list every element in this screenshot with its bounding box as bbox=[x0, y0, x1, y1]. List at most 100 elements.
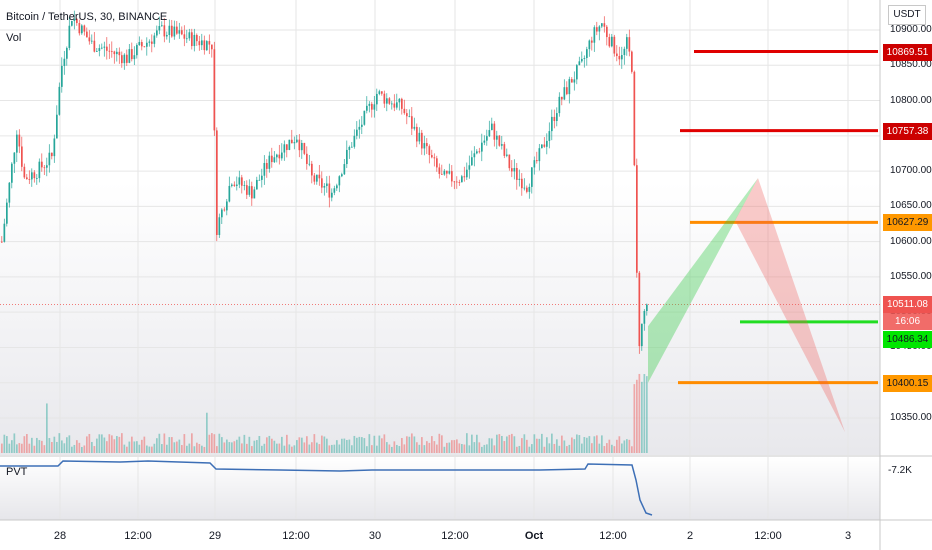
volume-bar bbox=[458, 443, 461, 453]
volume-bar bbox=[256, 440, 258, 453]
price-pane[interactable] bbox=[0, 0, 880, 455]
candle-body bbox=[178, 30, 181, 34]
candle-body bbox=[538, 148, 541, 162]
volume-bar bbox=[163, 433, 166, 453]
candle-body bbox=[18, 134, 21, 147]
volume-bar bbox=[508, 434, 511, 453]
pvt-pane[interactable] bbox=[0, 457, 880, 520]
volume-bar bbox=[36, 437, 38, 453]
volume-bar bbox=[268, 435, 271, 453]
candle-body bbox=[458, 182, 461, 183]
candle-body bbox=[638, 272, 641, 347]
volume-bar bbox=[496, 434, 498, 453]
candle-body bbox=[71, 21, 73, 26]
pvt-line bbox=[0, 460, 653, 516]
price-tag: 10869.51 bbox=[883, 43, 932, 61]
candle-body bbox=[556, 113, 558, 122]
volume-bar bbox=[343, 438, 346, 453]
candle-body bbox=[321, 178, 323, 188]
volume-bar bbox=[421, 437, 423, 453]
candle-body bbox=[116, 51, 118, 55]
candle-body bbox=[126, 54, 128, 63]
volume-bar bbox=[561, 435, 563, 453]
volume-bar bbox=[541, 433, 543, 453]
volume-bar bbox=[403, 444, 406, 453]
candle-body bbox=[281, 152, 283, 159]
candle-body bbox=[561, 96, 563, 100]
volume-bar bbox=[23, 436, 26, 453]
candle-body bbox=[486, 136, 488, 141]
volume-bar bbox=[383, 434, 386, 453]
volume-bar bbox=[141, 439, 143, 453]
candle-body bbox=[68, 25, 71, 48]
candle-body bbox=[138, 42, 141, 46]
candle-body bbox=[346, 149, 348, 165]
candle-body bbox=[528, 186, 531, 192]
candle-body bbox=[576, 65, 578, 80]
candle-body bbox=[643, 310, 646, 324]
volume-bar bbox=[71, 446, 73, 453]
candle-body bbox=[581, 58, 583, 62]
volume-bar bbox=[518, 445, 521, 453]
candle-body bbox=[233, 184, 236, 186]
candle-body bbox=[443, 170, 446, 175]
candle-body bbox=[216, 130, 218, 235]
candle-body bbox=[41, 161, 43, 168]
volume-bar bbox=[593, 436, 596, 453]
volume-bar bbox=[351, 445, 353, 453]
volume-bar bbox=[8, 443, 11, 453]
volume-bar bbox=[401, 438, 403, 453]
price-tag: 10400.15 bbox=[883, 374, 932, 392]
volume-bar bbox=[28, 443, 31, 453]
candle-body bbox=[98, 48, 101, 51]
candle-body bbox=[548, 131, 551, 141]
candle-body bbox=[431, 155, 433, 158]
volume-bar bbox=[471, 434, 473, 453]
candle-body bbox=[111, 51, 113, 53]
candle-body bbox=[33, 172, 36, 179]
currency-button[interactable]: USDT bbox=[888, 5, 926, 25]
candle-body bbox=[461, 176, 463, 183]
candle-body bbox=[58, 86, 61, 115]
volume-bar bbox=[503, 441, 506, 453]
volume-bar bbox=[178, 439, 181, 453]
volume-bar bbox=[266, 437, 268, 453]
volume-bar bbox=[311, 442, 313, 453]
volume-bar bbox=[576, 434, 578, 453]
candle-body bbox=[491, 123, 493, 131]
volume-bar bbox=[601, 435, 603, 453]
candle-body bbox=[621, 55, 623, 60]
candle-body bbox=[428, 146, 431, 156]
volume-bar bbox=[448, 442, 451, 453]
volume-bar bbox=[143, 436, 146, 453]
pvt-legend[interactable]: PVT bbox=[6, 466, 28, 478]
candle-body bbox=[161, 25, 163, 27]
symbol-legend[interactable]: Bitcoin / TetherUS, 30, BINANCE bbox=[6, 11, 168, 23]
volume-bar bbox=[378, 435, 381, 453]
volume-bar bbox=[443, 446, 446, 453]
time-tick: 12:00 bbox=[599, 530, 627, 542]
volume-bar bbox=[438, 433, 441, 453]
volume-legend[interactable]: Vol bbox=[6, 32, 22, 44]
candle-body bbox=[76, 18, 78, 24]
volume-bar bbox=[81, 446, 83, 453]
candle-body bbox=[476, 151, 478, 154]
volume-bar bbox=[573, 439, 576, 453]
price-tag: 10511.08 bbox=[883, 296, 932, 314]
volume-bar bbox=[441, 435, 443, 453]
volume-bar bbox=[588, 436, 591, 453]
candle-body bbox=[183, 34, 186, 39]
price-tag: 10486.34 bbox=[883, 330, 932, 348]
candle-body bbox=[256, 179, 258, 190]
candle-body bbox=[518, 178, 521, 180]
candle-body bbox=[598, 26, 601, 32]
candle-body bbox=[558, 96, 561, 114]
volume-bar bbox=[1, 443, 3, 453]
volume-bar bbox=[58, 433, 61, 453]
candle-body bbox=[496, 135, 498, 140]
volume-bar bbox=[523, 434, 526, 453]
candle-body bbox=[3, 223, 6, 242]
candle-body bbox=[238, 177, 241, 185]
candle-body bbox=[38, 161, 41, 179]
volume-bar bbox=[513, 436, 516, 453]
